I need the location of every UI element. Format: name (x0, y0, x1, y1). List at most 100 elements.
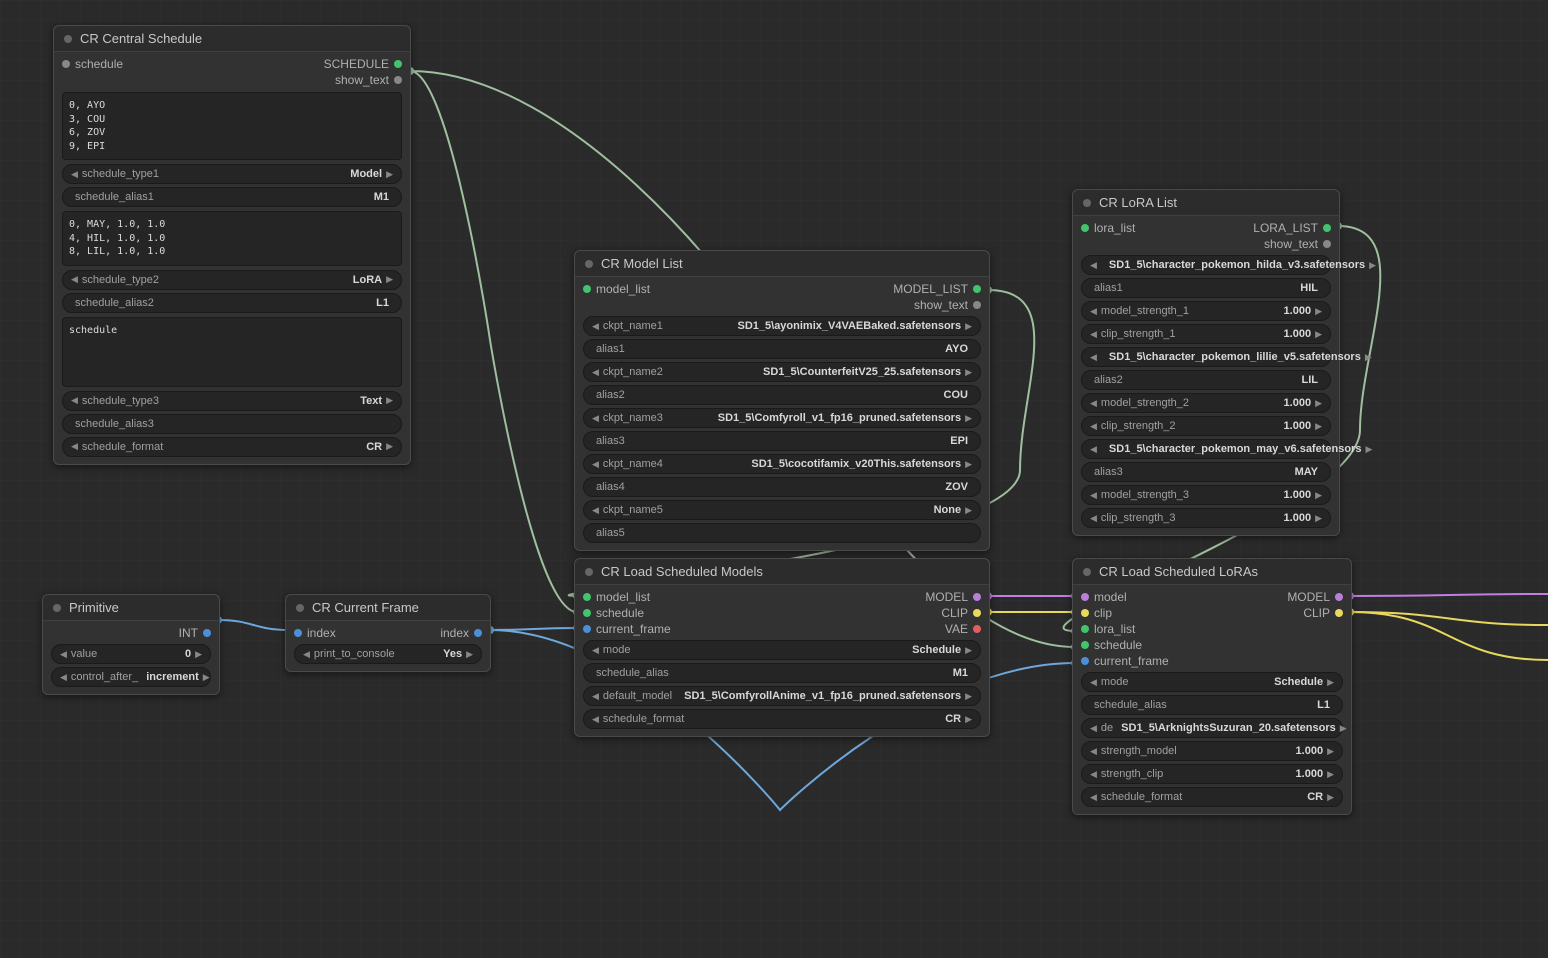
widget-row[interactable]: ◀ schedule_type1 Model ▶ (62, 164, 402, 184)
chevron-left-icon[interactable]: ◀ (1090, 398, 1097, 409)
collapse-icon[interactable] (585, 260, 593, 268)
chevron-left-icon[interactable]: ◀ (60, 649, 67, 660)
node-header[interactable]: CR Current Frame (286, 595, 490, 621)
collapse-icon[interactable] (64, 35, 72, 43)
node-header[interactable]: CR Load Scheduled LoRAs (1073, 559, 1351, 585)
chevron-right-icon[interactable]: ▶ (1365, 352, 1372, 363)
chevron-left-icon[interactable]: ◀ (592, 367, 599, 378)
node-loadmodels[interactable]: CR Load Scheduled Models model_list MODE… (574, 558, 990, 737)
chevron-right-icon[interactable]: ▶ (386, 169, 393, 180)
node-curframe[interactable]: CR Current Frame index index ◀ print_to_… (285, 594, 491, 672)
chevron-left-icon[interactable]: ◀ (592, 413, 599, 424)
node-loadloras[interactable]: CR Load Scheduled LoRAs model MODEL clip… (1072, 558, 1352, 815)
widget-row[interactable]: alias3 EPI (583, 431, 981, 451)
schedule-text-1[interactable]: 0, AYO 3, COU 6, ZOV 9, EPI (62, 92, 402, 160)
chevron-right-icon[interactable]: ▶ (1327, 792, 1334, 803)
widget-row[interactable]: alias1 AYO (583, 339, 981, 359)
chevron-right-icon[interactable]: ▶ (1315, 513, 1322, 524)
chevron-right-icon[interactable]: ▶ (1369, 260, 1376, 271)
chevron-right-icon[interactable]: ▶ (1315, 490, 1322, 501)
widget-row[interactable]: ◀ SD1_5\character_pokemon_may_v6.safeten… (1081, 439, 1331, 459)
chevron-left-icon[interactable]: ◀ (1090, 677, 1097, 688)
collapse-icon[interactable] (585, 568, 593, 576)
chevron-right-icon[interactable]: ▶ (466, 649, 473, 660)
collapse-icon[interactable] (296, 604, 304, 612)
widget-row[interactable]: ◀ schedule_type3 Text ▶ (62, 391, 402, 411)
chevron-right-icon[interactable]: ▶ (386, 274, 393, 285)
chevron-right-icon[interactable]: ▶ (965, 459, 972, 470)
chevron-left-icon[interactable]: ◀ (1090, 792, 1097, 803)
widget-row[interactable]: ◀ clip_strength_1 1.000 ▶ (1081, 324, 1331, 344)
chevron-right-icon[interactable]: ▶ (1365, 444, 1372, 455)
node-header[interactable]: CR LoRA List (1073, 190, 1339, 216)
chevron-left-icon[interactable]: ◀ (592, 645, 599, 656)
chevron-left-icon[interactable]: ◀ (1090, 769, 1097, 780)
chevron-left-icon[interactable]: ◀ (1090, 260, 1097, 271)
chevron-right-icon[interactable]: ▶ (1340, 723, 1347, 734)
node-modellist[interactable]: CR Model List model_list MODEL_LIST show… (574, 250, 990, 551)
widget-row[interactable]: ◀ model_strength_1 1.000 ▶ (1081, 301, 1331, 321)
widget-row[interactable]: schedule_alias M1 (583, 663, 981, 683)
chevron-right-icon[interactable]: ▶ (1327, 677, 1334, 688)
widget-row[interactable]: schedule_alias2 L1 (62, 293, 402, 313)
widget-row[interactable]: ◀ schedule_format CR ▶ (1081, 787, 1343, 807)
widget-row[interactable]: ◀ control_after_ increment ▶ (51, 667, 211, 687)
chevron-left-icon[interactable]: ◀ (592, 505, 599, 516)
chevron-left-icon[interactable]: ◀ (71, 274, 78, 285)
chevron-right-icon[interactable]: ▶ (965, 367, 972, 378)
chevron-left-icon[interactable]: ◀ (1090, 723, 1097, 734)
widget-row[interactable]: ◀ ckpt_name2 SD1_5\CounterfeitV25_25.saf… (583, 362, 981, 382)
chevron-left-icon[interactable]: ◀ (1090, 421, 1097, 432)
chevron-left-icon[interactable]: ◀ (592, 321, 599, 332)
collapse-icon[interactable] (1083, 199, 1091, 207)
chevron-right-icon[interactable]: ▶ (965, 714, 972, 725)
chevron-left-icon[interactable]: ◀ (1090, 306, 1097, 317)
chevron-left-icon[interactable]: ◀ (1090, 490, 1097, 501)
node-header[interactable]: CR Central Schedule (54, 26, 410, 52)
chevron-right-icon[interactable]: ▶ (1327, 746, 1334, 757)
widget-row[interactable]: ◀ default_model SD1_5\ComfyrollAnime_v1_… (583, 686, 981, 706)
widget-row[interactable]: ◀ schedule_type2 LoRA ▶ (62, 270, 402, 290)
chevron-right-icon[interactable]: ▶ (1315, 306, 1322, 317)
widget-row[interactable]: ◀ ckpt_name4 SD1_5\cocotifamix_v20This.s… (583, 454, 981, 474)
widget-row[interactable]: alias2 LIL (1081, 370, 1331, 390)
widget-row[interactable]: ◀ model_strength_2 1.000 ▶ (1081, 393, 1331, 413)
schedule-text-2[interactable]: 0, MAY, 1.0, 1.0 4, HIL, 1.0, 1.0 8, LIL… (62, 211, 402, 266)
widget-row[interactable]: ◀ model_strength_3 1.000 ▶ (1081, 485, 1331, 505)
widget-row[interactable]: alias4 ZOV (583, 477, 981, 497)
widget-row[interactable]: ◀ strength_model 1.000 ▶ (1081, 741, 1343, 761)
widget-row[interactable]: schedule_alias1 M1 (62, 187, 402, 207)
chevron-left-icon[interactable]: ◀ (1090, 444, 1097, 455)
widget-row[interactable]: ◀ SD1_5\character_pokemon_lillie_v5.safe… (1081, 347, 1331, 367)
widget-row[interactable]: ◀ clip_strength_3 1.000 ▶ (1081, 508, 1331, 528)
widget-row[interactable]: ◀ ckpt_name1 SD1_5\ayonimix_V4VAEBaked.s… (583, 316, 981, 336)
chevron-right-icon[interactable]: ▶ (965, 505, 972, 516)
widget-row[interactable]: ◀ strength_clip 1.000 ▶ (1081, 764, 1343, 784)
widget-row[interactable]: schedule_alias L1 (1081, 695, 1343, 715)
widget-row[interactable]: ◀ mode Schedule ▶ (583, 640, 981, 660)
chevron-left-icon[interactable]: ◀ (592, 459, 599, 470)
chevron-right-icon[interactable]: ▶ (965, 645, 972, 656)
chevron-right-icon[interactable]: ▶ (386, 441, 393, 452)
node-header[interactable]: Primitive (43, 595, 219, 621)
widget-row[interactable]: ◀ schedule_format CR ▶ (583, 709, 981, 729)
chevron-left-icon[interactable]: ◀ (1090, 513, 1097, 524)
chevron-left-icon[interactable]: ◀ (1090, 329, 1097, 340)
widget-row[interactable]: alias2 COU (583, 385, 981, 405)
chevron-right-icon[interactable]: ▶ (203, 672, 210, 683)
widget-row[interactable]: ◀ schedule_format CR ▶ (62, 437, 402, 457)
widget-row[interactable]: ◀ clip_strength_2 1.000 ▶ (1081, 416, 1331, 436)
node-header[interactable]: CR Load Scheduled Models (575, 559, 989, 585)
node-header[interactable]: CR Model List (575, 251, 989, 277)
chevron-right-icon[interactable]: ▶ (386, 395, 393, 406)
widget-row[interactable]: ◀ mode Schedule ▶ (1081, 672, 1343, 692)
chevron-left-icon[interactable]: ◀ (71, 441, 78, 452)
widget-row[interactable]: alias1 HIL (1081, 278, 1331, 298)
chevron-right-icon[interactable]: ▶ (195, 649, 202, 660)
node-central[interactable]: CR Central Schedule schedule SCHEDULE sh… (53, 25, 411, 465)
chevron-right-icon[interactable]: ▶ (1327, 769, 1334, 780)
widget-row[interactable]: ◀ ckpt_name3 SD1_5\Comfyroll_v1_fp16_pru… (583, 408, 981, 428)
chevron-right-icon[interactable]: ▶ (1315, 398, 1322, 409)
chevron-right-icon[interactable]: ▶ (1315, 329, 1322, 340)
widget-row[interactable]: ◀ print_to_console Yes ▶ (294, 644, 482, 664)
